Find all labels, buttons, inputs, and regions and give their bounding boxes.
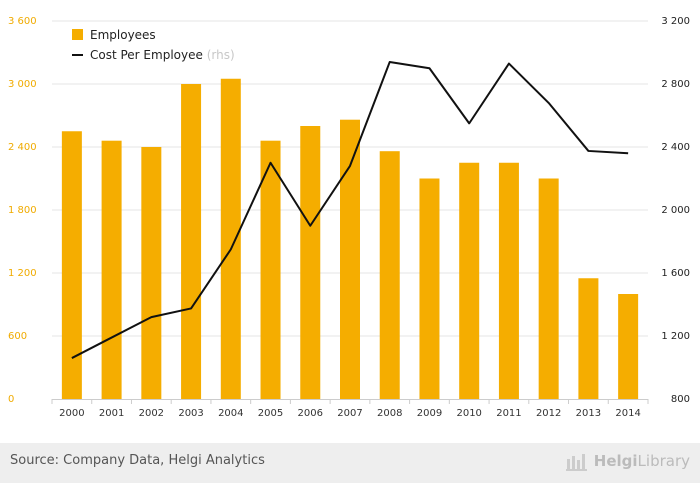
right-tick-label: 2 000 — [661, 205, 690, 216]
bars — [61, 78, 639, 399]
library-icon — [565, 454, 587, 471]
x-tick-label: 2009 — [417, 408, 442, 419]
bar-employees — [141, 147, 162, 399]
left-tick-label: 1 800 — [8, 205, 37, 216]
x-tick-label: 2000 — [59, 408, 84, 419]
x-tick-label: 2001 — [99, 408, 124, 419]
cost-line-group — [71, 60, 629, 359]
bar-employees — [300, 126, 321, 399]
x-tick-label: 2013 — [576, 408, 601, 419]
left-axis: 0 600 1 200 1 800 2 400 3 000 3 600 — [8, 16, 37, 405]
left-tick-label: 2 400 — [8, 142, 37, 153]
x-tick-label: 2011 — [496, 408, 521, 419]
bar-employees — [340, 119, 360, 399]
bar-employees — [181, 84, 202, 399]
right-tick-label: 3 200 — [661, 16, 690, 27]
source-text: Source: Company Data, Helgi Analytics — [10, 453, 265, 468]
legend-label-cost-suffix: (rhs) — [207, 48, 235, 62]
x-tick-label: 2008 — [377, 408, 402, 419]
bar-employees — [538, 178, 559, 399]
left-tick-label: 1 200 — [8, 268, 37, 279]
right-tick-label: 2 800 — [661, 79, 690, 90]
bar-employees — [101, 140, 122, 399]
brand-logo: HelgiLibrary — [565, 451, 690, 471]
x-tick-label: 2007 — [337, 408, 362, 419]
chart: 2000 2001 2002 2003 2004 2005 2006 2007 2008 2009… — [8, 16, 690, 419]
legend-label-cost-name: Cost Per Employee — [90, 48, 207, 62]
bar-employees — [618, 294, 639, 399]
x-tick-label: 2005 — [258, 408, 283, 419]
right-tick-label: 1 600 — [661, 268, 690, 279]
right-axis: 800 1 200 1 600 2 000 2 400 2 800 3 200 — [661, 16, 690, 405]
x-tick-label: 2006 — [298, 408, 323, 419]
x-tick-label: 2012 — [536, 408, 561, 419]
x-tick-label: 2002 — [139, 408, 164, 419]
right-tick-label: 2 400 — [661, 142, 690, 153]
legend-label-cost: Cost Per Employee (rhs) — [90, 48, 235, 62]
left-tick-label: 3 600 — [8, 16, 37, 27]
line-cost-per-employee — [71, 60, 629, 359]
bar-employees — [220, 78, 241, 399]
right-tick-label: 800 — [671, 394, 690, 405]
legend: Employees Cost Per Employee (rhs) — [72, 28, 235, 62]
legend-label-employees: Employees — [90, 28, 156, 42]
x-tick-label: 2010 — [456, 408, 481, 419]
left-tick-label: 0 — [8, 394, 14, 405]
bar-employees — [498, 162, 519, 399]
x-tick-label: 2014 — [615, 408, 640, 419]
x-tick-label: 2004 — [218, 408, 243, 419]
footer: Source: Company Data, Helgi Analytics He… — [0, 443, 700, 483]
left-tick-label: 3 000 — [8, 79, 37, 90]
right-tick-label: 1 200 — [661, 331, 690, 342]
bar-employees — [379, 151, 400, 399]
bar-employees — [578, 278, 599, 399]
left-tick-label: 600 — [8, 331, 27, 342]
brand-name: HelgiLibrary — [593, 452, 690, 470]
x-tick-label: 2003 — [178, 408, 203, 419]
x-axis: 2000 2001 2002 2003 2004 2005 2006 2007 2008 2009… — [51, 399, 649, 419]
bar-employees — [260, 140, 281, 399]
bar-employees — [419, 178, 440, 399]
legend-swatch-employees — [72, 29, 83, 40]
bar-employees — [459, 162, 480, 399]
bar-employees — [61, 131, 82, 399]
